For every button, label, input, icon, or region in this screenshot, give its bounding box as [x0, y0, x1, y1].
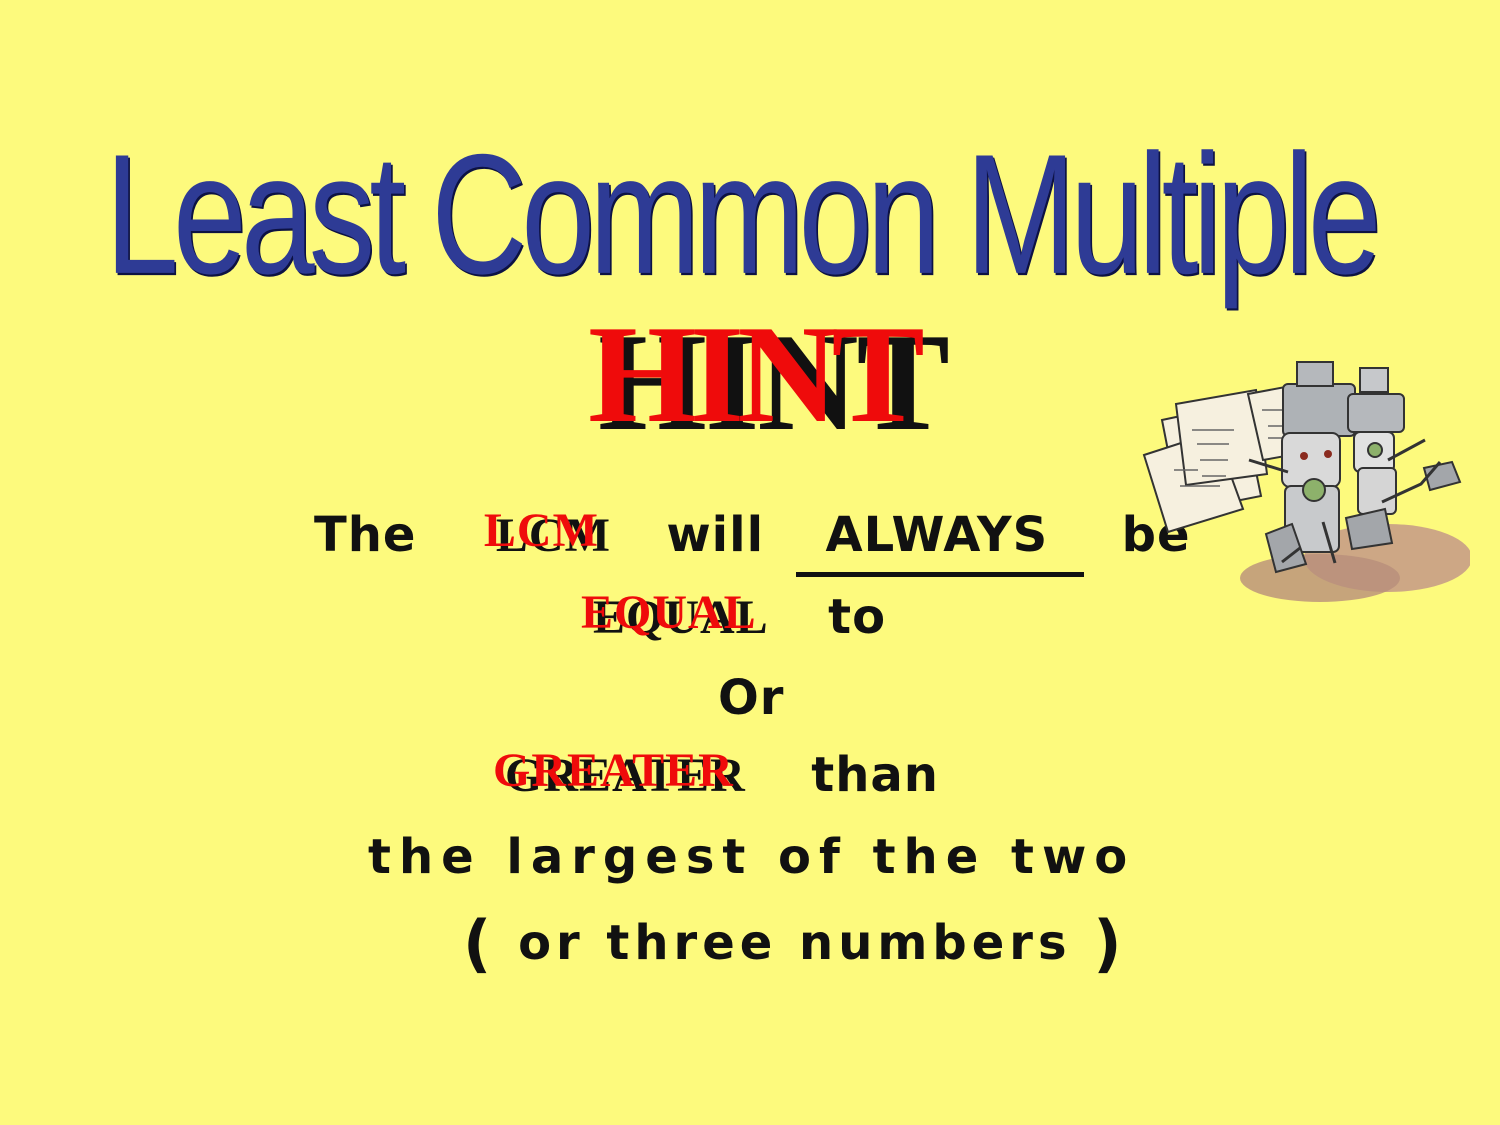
line-1-part-2: will	[666, 507, 765, 563]
lcm-text: LCM	[483, 504, 599, 557]
equal-text: EQUAL	[581, 586, 757, 639]
hint-line-5: the largest of the two	[368, 829, 1136, 885]
open-paren: (	[463, 907, 497, 980]
hint-line-6: ( or three numbers )	[463, 908, 1127, 975]
line-4-part-2: than	[811, 747, 939, 803]
hint-line-2: EQUAL EQUAL to	[581, 586, 887, 648]
equal-highlight: EQUAL EQUAL	[581, 586, 769, 648]
hint-shadow-text: HINT	[598, 305, 950, 460]
always-underline	[796, 572, 1084, 577]
line-6-text: or three numbers	[518, 915, 1072, 971]
lcm-highlight: LCM LCM	[484, 504, 611, 566]
line-1-part-1: The	[314, 507, 417, 563]
hint-line-1: The LCM LCM will ALWAYS be	[314, 504, 1191, 566]
lcm-shadow-text: LCM	[495, 509, 611, 562]
hint-text: HINT	[588, 297, 925, 452]
line-2-part-2: to	[828, 589, 887, 645]
slide-title: Least Common Multiple	[105, 119, 1382, 310]
close-paren: )	[1093, 907, 1127, 980]
hint-heading: HINT HINT	[588, 305, 988, 465]
hint-line-3: Or	[718, 670, 785, 726]
always-text: ALWAYS	[825, 507, 1049, 563]
hint-line-4: GREATER GREATER than	[493, 744, 939, 806]
greater-text: GREATER	[493, 744, 734, 797]
robot-illustration-icon	[1142, 361, 1470, 602]
equal-shadow-text: EQUAL	[593, 591, 769, 644]
greater-highlight: GREATER GREATER	[493, 744, 746, 806]
greater-shadow-text: GREATER	[505, 749, 746, 802]
